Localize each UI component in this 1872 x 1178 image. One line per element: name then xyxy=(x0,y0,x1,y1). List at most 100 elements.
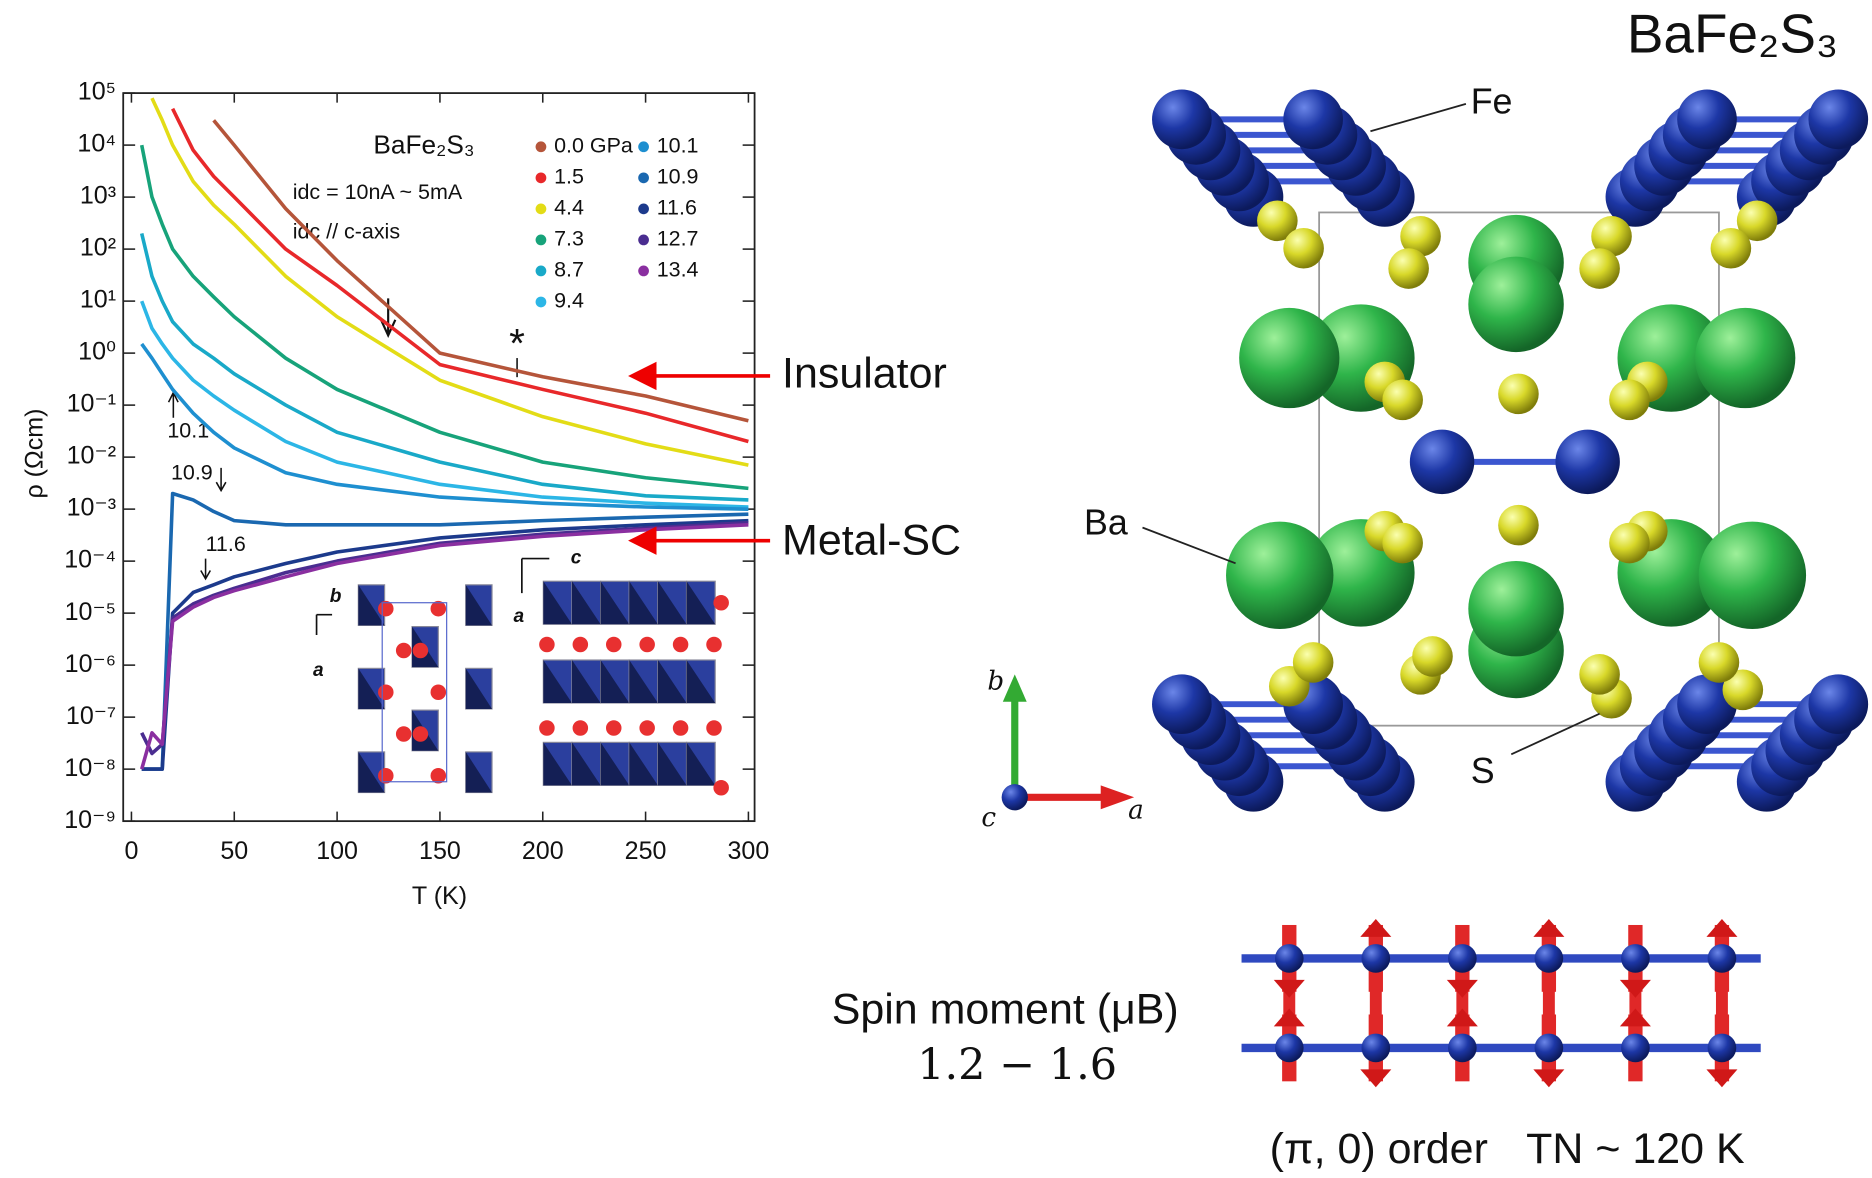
atom xyxy=(1152,674,1212,734)
atom xyxy=(1808,674,1868,734)
atom xyxy=(1388,248,1429,289)
y-tick-label: 10⁵ xyxy=(78,78,116,106)
legend-label: 0.0 GPa xyxy=(554,133,633,157)
legend-label: 10.9 xyxy=(657,165,699,189)
atom xyxy=(1699,522,1806,629)
axis-label: c xyxy=(981,803,996,833)
legend-marker xyxy=(638,172,649,183)
legend-label: 4.4 xyxy=(554,196,584,220)
atom xyxy=(1239,308,1339,408)
spin-label: Spin moment (μB) xyxy=(832,985,1179,1033)
ba-atom xyxy=(413,643,429,659)
atom xyxy=(1498,505,1539,546)
legend-label: 12.7 xyxy=(657,227,699,251)
legend-label: 13.4 xyxy=(657,258,699,282)
atom xyxy=(1555,430,1619,494)
atom xyxy=(1412,636,1453,677)
x-tick-label: 150 xyxy=(419,837,461,865)
y-tick-label: 10⁻³ xyxy=(67,494,116,522)
atom xyxy=(1152,90,1212,150)
legend-marker xyxy=(638,235,649,246)
legend-marker xyxy=(638,203,649,214)
neel-label: TN ~ 120 K xyxy=(1526,1125,1745,1173)
atom-label: S xyxy=(1471,751,1495,791)
inset-axis-label: a xyxy=(313,660,324,681)
legend-label: 10.1 xyxy=(657,133,699,157)
atom-label: Ba xyxy=(1084,503,1128,543)
legend-marker xyxy=(638,266,649,277)
y-tick-label: 10² xyxy=(80,234,116,262)
spin-head xyxy=(1360,1069,1391,1087)
spin-head xyxy=(1360,919,1391,937)
legend-label: 1.5 xyxy=(554,165,584,189)
spin-head xyxy=(1274,980,1305,998)
atom xyxy=(1468,561,1563,656)
y-tick-label: 10⁰ xyxy=(78,338,116,366)
x-tick-label: 300 xyxy=(728,837,770,865)
crystal-structure xyxy=(1152,90,1868,812)
fe-atom xyxy=(1621,1034,1650,1063)
order-label: (π, 0) order xyxy=(1270,1125,1488,1173)
annotation: 11.6 xyxy=(206,532,246,556)
spin-diagram xyxy=(1242,919,1761,1087)
atom xyxy=(1468,257,1563,352)
y-tick-label: 10⁴ xyxy=(77,130,116,158)
atom xyxy=(1711,228,1752,269)
ba-atom xyxy=(606,637,622,653)
fe-atom xyxy=(1275,1034,1304,1063)
plot: ρ (Ωcm) T (K) BaFe₂S₃ idc = 10nA ~ 5mA i… xyxy=(21,78,770,910)
y-tick-label: 10⁻⁶ xyxy=(65,650,116,678)
ba-atom xyxy=(606,720,622,736)
inset-axis-label: a xyxy=(513,606,524,627)
legend-marker xyxy=(536,266,547,277)
atom-label: Fe xyxy=(1471,81,1513,121)
atom xyxy=(1609,523,1650,564)
ba-atom xyxy=(713,595,729,611)
axis-label: b xyxy=(987,667,1004,697)
series-line xyxy=(142,521,749,769)
ba-atom xyxy=(573,637,589,653)
x-tick-label: 0 xyxy=(124,837,138,865)
fe-atom xyxy=(1361,1034,1390,1063)
page: {"chart_data": {"type": "line", "title":… xyxy=(0,0,1872,1178)
atom xyxy=(1609,380,1650,421)
ba-atom xyxy=(396,643,412,659)
atom xyxy=(1382,523,1423,564)
atom xyxy=(1283,90,1343,150)
ba-atom xyxy=(413,726,429,742)
y-axis-label: ρ (Ωcm) xyxy=(21,409,49,499)
legend-marker xyxy=(536,297,547,308)
y-tick-label: 10⁻⁷ xyxy=(66,702,116,730)
atom xyxy=(1283,228,1324,269)
inset-axis-label: c xyxy=(571,548,582,569)
phase-label: Metal-SC xyxy=(782,516,961,564)
x-tick-label: 100 xyxy=(316,837,358,865)
atom xyxy=(1410,430,1474,494)
atom xyxy=(1677,90,1737,150)
ba-atom xyxy=(539,637,555,653)
atom xyxy=(1382,380,1423,421)
ba-atom xyxy=(431,684,447,700)
phase-label: Insulator xyxy=(782,349,947,397)
legend-label: 9.4 xyxy=(554,289,584,313)
fe-atom xyxy=(1535,944,1564,973)
spin-head xyxy=(1447,1009,1478,1027)
axes-triad xyxy=(1002,674,1134,810)
spin-head xyxy=(1533,1069,1564,1087)
series-line xyxy=(142,525,749,769)
x-tick-label: 250 xyxy=(625,837,667,865)
atom xyxy=(1808,90,1868,150)
y-tick-label: 10⁻² xyxy=(67,442,116,470)
series-line xyxy=(142,301,749,507)
x-axis-label: T (K) xyxy=(412,882,467,910)
spin-head xyxy=(1706,919,1737,937)
legend-label: 11.6 xyxy=(657,196,697,220)
slide: ρ (Ωcm) T (K) BaFe₂S₃ idc = 10nA ~ 5mA i… xyxy=(0,0,1872,1178)
atom xyxy=(1579,654,1620,695)
fe-atom xyxy=(1535,1034,1564,1063)
ba-atom xyxy=(673,637,689,653)
legend-marker xyxy=(536,203,547,214)
atom xyxy=(1498,374,1539,415)
ba-atom xyxy=(396,726,412,742)
annotation: 10.9 xyxy=(171,460,213,484)
